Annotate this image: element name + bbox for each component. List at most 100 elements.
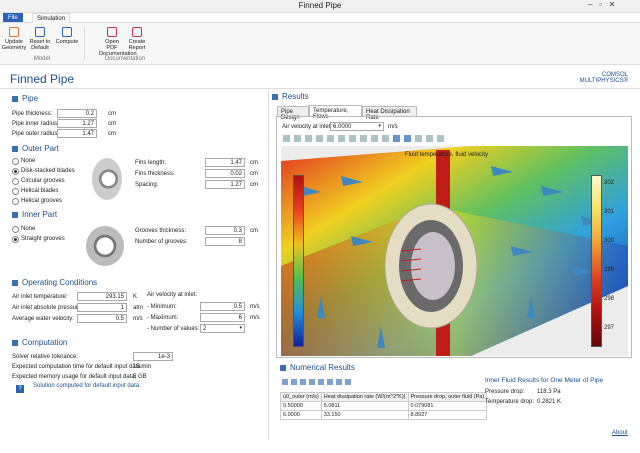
field-label: Expected memory usage for default input … [12, 374, 137, 380]
input-field[interactable]: 6 [200, 313, 245, 322]
input-field[interactable]: 1e-3 [133, 352, 173, 361]
radio-button[interactable] [12, 226, 19, 233]
input-field[interactable]: 0.5 [200, 302, 245, 311]
unit-label: K [133, 294, 138, 300]
ribbon-button[interactable]: Update Geometry [1, 39, 27, 51]
toolbar-icon[interactable] [327, 135, 334, 142]
toolbar-icon[interactable] [404, 135, 411, 142]
ribbon-icon[interactable] [9, 27, 19, 37]
field-label: Air inlet absolute pressure: [12, 305, 84, 311]
input-field[interactable]: 1 [77, 303, 127, 312]
table-header: u0_outer (m/s) Heat dissipation rate (W/(… [280, 392, 488, 402]
radio-button[interactable] [12, 236, 19, 243]
input-field[interactable]: 1.27 [205, 180, 245, 189]
table-toolbar-icon[interactable] [300, 379, 306, 385]
radio-label[interactable]: Helical grooves [21, 198, 63, 204]
radio-button[interactable] [12, 168, 19, 175]
column-header: Heat dissipation rate (W/(m^2*K)) [320, 392, 409, 402]
about-link[interactable]: About [612, 430, 628, 436]
input-field[interactable]: 1.47 [57, 129, 97, 138]
dropdown[interactable]: 2 [200, 324, 245, 333]
input-field[interactable]: 0.02 [205, 169, 245, 178]
field-label: Fins thickness: [135, 171, 175, 177]
radio-label[interactable]: None [21, 226, 36, 232]
radio-label[interactable]: Straight grooves [21, 236, 65, 242]
inlet-dropdown[interactable]: 6.0000 [330, 122, 384, 131]
window-controls[interactable]: – ▫ ✕ [588, 0, 616, 9]
section-icon [12, 340, 18, 346]
toolbar-icon[interactable] [294, 135, 301, 142]
field-label: - Number of values: [147, 326, 200, 332]
input-field[interactable]: 0.5 [77, 314, 127, 323]
field-label: Solver relative tolerance: [12, 354, 79, 360]
table-cell: 33.150 [320, 410, 409, 420]
field-value: 0.2821 K [537, 399, 562, 405]
inlet-label: Air velocity at inlet: [282, 124, 333, 130]
table-toolbar-icon[interactable] [282, 379, 288, 385]
table-toolbar-icon[interactable] [327, 379, 333, 385]
toolbar-icon[interactable] [349, 135, 356, 142]
table-toolbar-icon[interactable] [336, 379, 342, 385]
status-message: Solution computed for default input data… [33, 383, 141, 389]
table-toolbar-icon[interactable] [291, 379, 297, 385]
ribbon-button[interactable]: Open PDF Documentation [99, 39, 137, 57]
ribbon-button[interactable]: Create Report [128, 39, 146, 51]
table-row: 0.50000 5.0811 0.079081 [280, 401, 488, 411]
result-tab[interactable]: Temperature, Flows [309, 105, 362, 120]
radio-button[interactable] [12, 188, 19, 195]
ribbon-tab[interactable]: Simulation [32, 13, 71, 23]
file-menu[interactable]: File [3, 13, 23, 22]
table-row: 6.0000 33.150 8.8927 [280, 410, 488, 420]
colorbar-tick-label: 300 [604, 238, 615, 244]
input-field[interactable]: 1.27 [57, 119, 97, 128]
toolbar-icon[interactable] [426, 135, 433, 142]
ribbon-icon[interactable] [132, 27, 142, 37]
result-tab[interactable]: Heat Dissipation Rate [362, 106, 417, 121]
input-field[interactable]: 0.2 [57, 109, 97, 118]
input-field[interactable]: 293.15 [77, 292, 127, 301]
radio-label[interactable]: None [21, 158, 36, 164]
section-heading: Computation [22, 338, 68, 347]
toolbar-icon[interactable] [371, 135, 378, 142]
toolbar-icon[interactable] [316, 135, 323, 142]
ribbon-button[interactable]: Reset to Default [29, 39, 51, 51]
subheading: Air velocity at inlet: [147, 292, 198, 298]
toolbar-icon[interactable] [415, 135, 422, 142]
unit-label: cm [250, 182, 258, 188]
field-label: Average water velocity: [12, 316, 74, 322]
radio-button[interactable] [12, 178, 19, 185]
unit-label: atm [133, 305, 144, 311]
ribbon-button[interactable]: Compute [55, 39, 79, 45]
toolbar-icon[interactable] [382, 135, 389, 142]
radio-label[interactable]: Disk-stacked blades [21, 168, 75, 174]
table-cell: 8.8927 [407, 410, 488, 420]
table-toolbar-icon[interactable] [318, 379, 324, 385]
input-field[interactable]: 8 [205, 237, 245, 246]
toolbar-icon[interactable] [360, 135, 367, 142]
field-label: Pipe inner radius: [12, 121, 59, 127]
radio-label[interactable]: Circular grooves [21, 178, 65, 184]
radio-button[interactable] [12, 198, 19, 205]
field-label: Spacing: [135, 182, 159, 188]
table-toolbar-icon[interactable] [345, 379, 351, 385]
toolbar-icon[interactable] [305, 135, 312, 142]
radio-button[interactable] [12, 158, 19, 165]
field-label: Air inlet temperature: [12, 294, 68, 300]
toolbar-icon[interactable] [338, 135, 345, 142]
table-toolbar-icon[interactable] [309, 379, 315, 385]
unit-label: m/s [133, 316, 143, 322]
radio-label[interactable]: Helical blades [21, 188, 59, 194]
colorbar-tick-label: 301 [604, 209, 615, 215]
toolbar-icon[interactable] [437, 135, 444, 142]
toolbar-icon[interactable] [283, 135, 290, 142]
section-icon [272, 94, 278, 100]
toolbar-icon[interactable] [393, 135, 400, 142]
input-field[interactable]: 0.3 [205, 226, 245, 235]
input-field[interactable]: 1.47 [205, 158, 245, 167]
ribbon-icon[interactable] [107, 27, 117, 37]
ribbon-icon[interactable] [35, 27, 45, 37]
result-tab[interactable]: Pipe Design [277, 106, 309, 121]
ribbon-icon[interactable] [62, 27, 72, 37]
field-value: 15 min [133, 364, 152, 370]
